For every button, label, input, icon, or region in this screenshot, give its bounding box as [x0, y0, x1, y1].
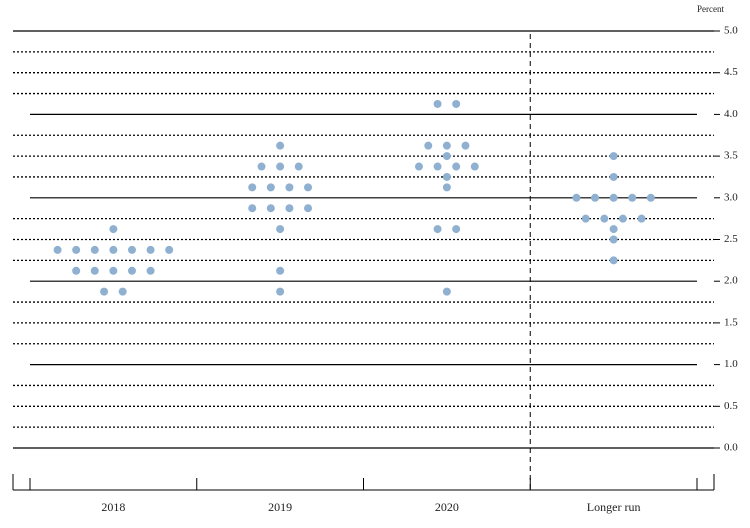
- dot: [294, 162, 303, 171]
- dot: [276, 225, 285, 234]
- dot: [646, 193, 655, 202]
- dot: [609, 225, 618, 234]
- dot: [276, 287, 285, 296]
- y-tick-label: 3.0: [724, 191, 738, 203]
- dot: [276, 266, 285, 275]
- dot: [127, 245, 136, 254]
- dot: [442, 287, 451, 296]
- x-tick-label: 2018: [101, 500, 125, 514]
- y-tick-label: 4.5: [724, 66, 738, 78]
- dot: [637, 214, 646, 223]
- dot: [591, 193, 600, 202]
- dot: [276, 141, 285, 150]
- dot: [452, 162, 461, 171]
- dot: [572, 193, 581, 202]
- dot: [257, 162, 266, 171]
- dot: [433, 162, 442, 171]
- dot: [452, 225, 461, 234]
- x-tick-label: 2020: [435, 500, 459, 514]
- dot: [628, 193, 637, 202]
- dot: [609, 256, 618, 265]
- dot: [118, 287, 127, 296]
- dot: [442, 141, 451, 150]
- dot: [276, 162, 285, 171]
- dot: [109, 266, 118, 275]
- dot: [600, 214, 609, 223]
- y-tick-label: 4.0: [724, 108, 738, 120]
- y-axis-label: Percent: [697, 4, 724, 14]
- dot: [100, 287, 109, 296]
- y-tick-label: 0.0: [724, 442, 738, 454]
- x-tick-label: Longer run: [587, 500, 641, 514]
- y-tick-label: 1.0: [724, 358, 738, 370]
- dot: [609, 152, 618, 161]
- dot: [165, 245, 174, 254]
- dot: [433, 99, 442, 108]
- dot: [285, 183, 294, 192]
- dot: [53, 245, 62, 254]
- dot: [442, 152, 451, 161]
- y-tick-label: 0.5: [724, 400, 738, 412]
- dot: [452, 99, 461, 108]
- dot: [304, 183, 313, 192]
- dot: [72, 245, 81, 254]
- dot: [461, 141, 470, 150]
- dot: [266, 183, 275, 192]
- dot: [248, 183, 257, 192]
- dot: [109, 245, 118, 254]
- dot: [90, 245, 99, 254]
- dot: [285, 204, 294, 213]
- dot: [470, 162, 479, 171]
- dot: [146, 266, 155, 275]
- y-tick-label: 1.5: [724, 316, 738, 328]
- dot: [304, 204, 313, 213]
- dot: [442, 172, 451, 181]
- dot: [609, 235, 618, 244]
- dot: [72, 266, 81, 275]
- dot: [90, 266, 99, 275]
- dot: [609, 172, 618, 181]
- dot: [618, 214, 627, 223]
- dot: [433, 225, 442, 234]
- dot: [127, 266, 136, 275]
- dot: [414, 162, 423, 171]
- y-tick-label: 2.5: [724, 233, 738, 245]
- dot: [581, 214, 590, 223]
- dot: [109, 225, 118, 234]
- x-tick-label: 2019: [268, 500, 292, 514]
- dot: [442, 183, 451, 192]
- dot: [248, 204, 257, 213]
- dot: [424, 141, 433, 150]
- y-tick-label: 5.0: [724, 25, 738, 37]
- dot: [266, 204, 275, 213]
- dot: [609, 193, 618, 202]
- y-tick-label: 2.0: [724, 275, 738, 287]
- dot: [146, 245, 155, 254]
- y-tick-label: 3.5: [724, 150, 738, 162]
